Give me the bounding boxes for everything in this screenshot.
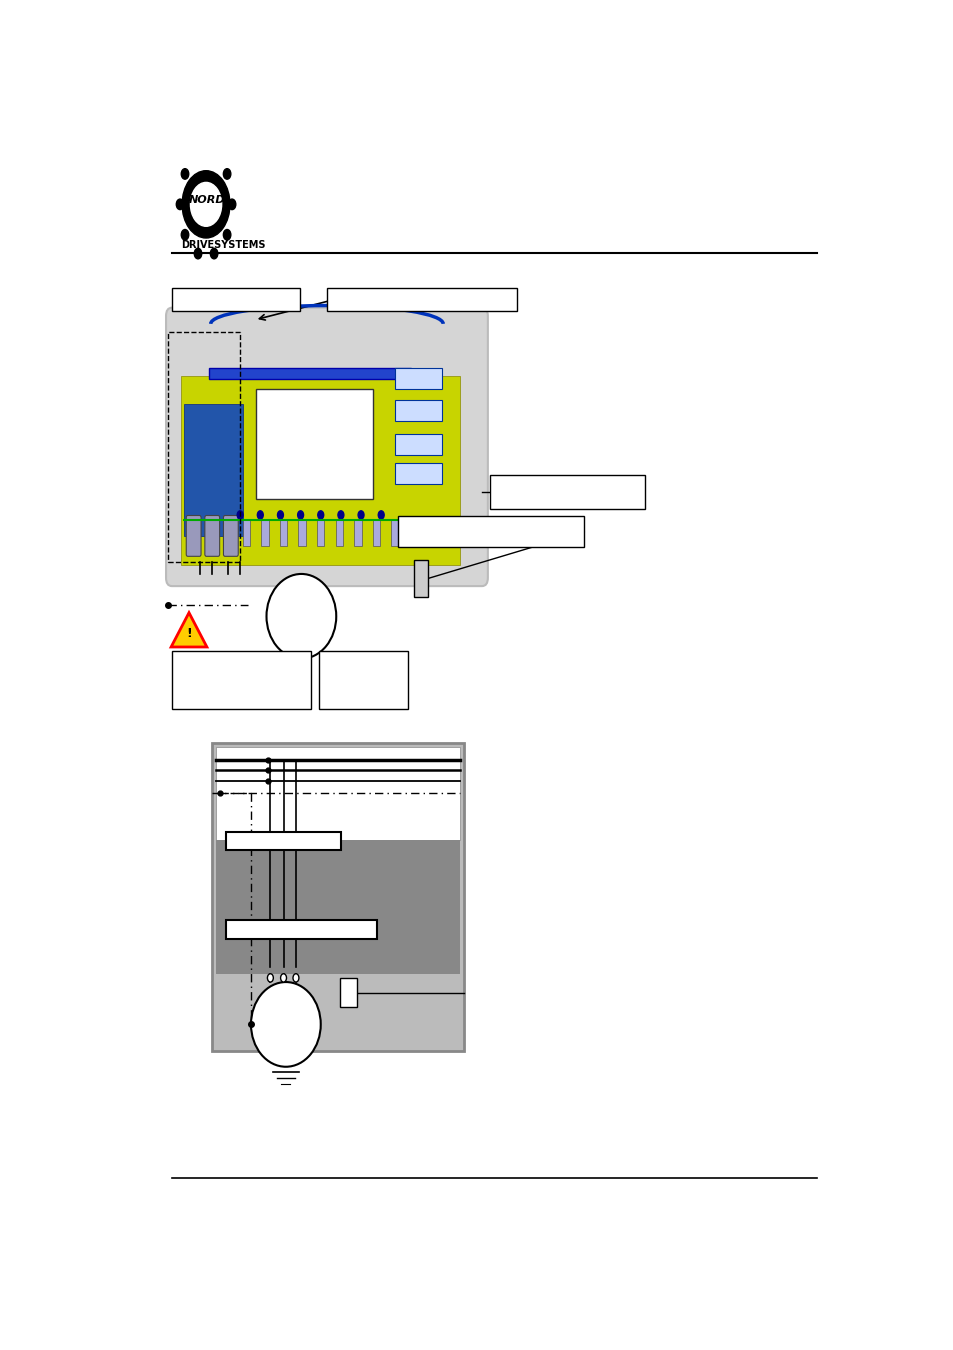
Bar [414,560,427,597]
Bar [216,747,459,840]
Circle shape [176,198,184,209]
Circle shape [228,198,235,209]
Circle shape [210,248,217,259]
Circle shape [181,169,189,180]
Bar [255,389,373,500]
Bar [335,520,343,547]
Circle shape [257,510,263,520]
Text: !: ! [186,626,192,640]
Text: Power terminal: Power terminal [196,294,274,304]
Text: Control terminal: Control terminal [379,294,464,304]
Bar [216,840,459,975]
Circle shape [194,150,201,161]
Text: NORD: NORD [189,194,226,205]
Circle shape [317,510,323,520]
Circle shape [377,510,384,520]
Bar [395,400,441,421]
FancyBboxPatch shape [205,516,219,556]
Circle shape [297,510,303,520]
Bar [489,475,644,509]
FancyBboxPatch shape [223,516,238,556]
Bar [279,520,287,547]
Bar [172,288,299,311]
Bar [209,369,410,379]
Polygon shape [171,613,207,647]
Ellipse shape [251,981,320,1066]
Bar [395,369,441,389]
Bar [354,520,361,547]
Text: Power connection: Power connection [264,925,338,934]
Bar [327,288,517,311]
Circle shape [223,169,231,180]
Bar [395,433,441,455]
Text: 1 power connection: 1 power connection [518,487,615,497]
Bar [319,651,408,709]
Bar [226,921,377,940]
Bar [261,520,269,547]
Circle shape [293,973,298,981]
Circle shape [237,510,243,520]
Bar [181,377,459,564]
Bar [172,651,311,709]
Circle shape [337,510,343,520]
Circle shape [194,248,201,259]
Ellipse shape [266,574,335,659]
Bar [184,405,243,536]
Circle shape [280,973,286,981]
Bar [212,744,464,1052]
Bar [391,520,398,547]
Bar [395,463,441,483]
Bar [316,520,324,547]
Text: DRIVESYSTEMS: DRIVESYSTEMS [181,240,266,250]
Text: Power connection: Power connection [246,837,320,845]
Bar [373,520,380,547]
Text: Power connection: Power connection [448,526,534,536]
Circle shape [277,510,283,520]
Bar [340,979,356,1007]
Bar [226,832,340,850]
Circle shape [267,973,274,981]
Bar [242,520,250,547]
Circle shape [210,150,217,161]
Bar [298,520,306,547]
Circle shape [182,170,230,238]
Circle shape [191,182,221,227]
Bar [168,332,239,562]
Circle shape [181,230,189,240]
Circle shape [223,230,231,240]
FancyBboxPatch shape [186,516,201,556]
Circle shape [357,510,364,520]
Bar [397,516,583,547]
FancyBboxPatch shape [166,308,487,586]
